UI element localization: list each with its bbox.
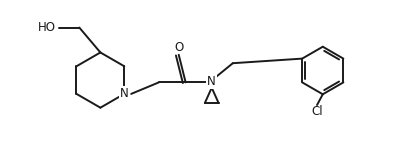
Text: N: N (120, 87, 128, 100)
Text: N: N (207, 75, 216, 88)
Text: HO: HO (38, 21, 56, 34)
Text: Cl: Cl (311, 105, 323, 118)
Text: O: O (174, 41, 183, 54)
